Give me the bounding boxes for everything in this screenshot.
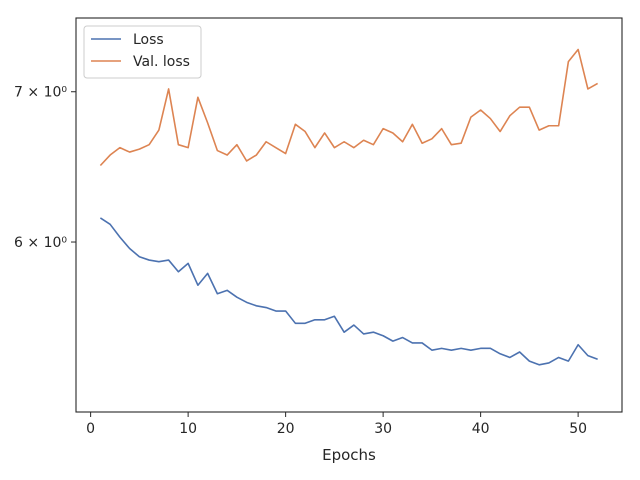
x-tick-label: 30 — [374, 421, 392, 437]
x-axis-ticks: 0 10 20 30 40 50 — [86, 412, 587, 437]
series-line-val-loss — [99, 48, 599, 167]
y-axis-ticks: 6 × 10⁰ 7 × 10⁰ — [14, 85, 76, 251]
x-tick-label: 10 — [179, 421, 197, 437]
plot-frame — [75, 17, 623, 413]
y-tick-label: 7 × 10⁰ — [14, 85, 67, 101]
legend-label-val-loss: Val. loss — [133, 54, 190, 70]
x-tick-label: 20 — [277, 421, 295, 437]
series-line-loss — [99, 217, 598, 366]
plot-area — [75, 17, 623, 413]
x-axis-label: Epochs — [322, 446, 376, 464]
x-tick-label: 50 — [569, 421, 587, 437]
y-tick-label: 6 × 10⁰ — [14, 235, 67, 251]
legend-label-loss: Loss — [133, 32, 164, 48]
legend: Loss Val. loss — [83, 25, 202, 79]
x-tick-label: 0 — [86, 421, 95, 437]
series-layer — [99, 48, 599, 366]
x-tick-label: 40 — [472, 421, 490, 437]
